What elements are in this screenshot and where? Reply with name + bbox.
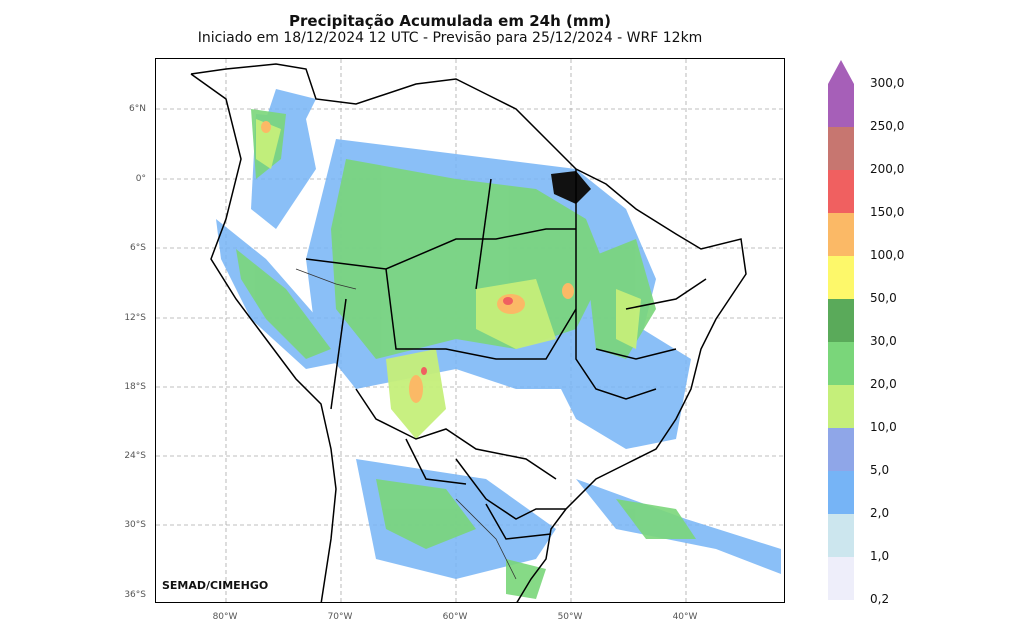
legend-label: 30,0	[870, 334, 897, 348]
legend-label: 10,0	[870, 420, 897, 434]
colorbar-legend	[828, 60, 854, 600]
map-subtitle: Iniciado em 18/12/2024 12 UTC - Previsão…	[197, 30, 703, 46]
legend-label: 5,0	[870, 463, 890, 477]
colorbar-segment	[828, 385, 854, 428]
legend-label: 1,0	[870, 549, 890, 563]
lat-tick-label: 24°S	[124, 451, 146, 461]
lon-tick-label: 70°W	[327, 612, 353, 622]
lat-tick-label: 6°S	[130, 243, 146, 253]
colorbar-segment	[828, 256, 854, 299]
lon-tick-label: 40°W	[672, 612, 698, 622]
legend-label: 50,0	[870, 291, 897, 305]
credit-label: SEMAD/CIMEHGO	[162, 579, 269, 592]
colorbar-segment	[828, 514, 854, 557]
colorbar-segment	[828, 127, 854, 170]
lat-tick-label: 30°S	[124, 520, 146, 530]
legend-label: 0,2	[870, 592, 890, 606]
lon-tick-label: 80°W	[212, 612, 238, 622]
colorbar-segment	[828, 299, 854, 342]
lat-tick-label: 6°N	[129, 104, 146, 114]
map-title: Precipitação Acumulada em 24h (mm)	[289, 12, 611, 30]
colorbar-segment	[828, 84, 854, 127]
lat-tick-label: 0°	[135, 174, 146, 184]
colorbar-segment	[828, 213, 854, 256]
legend-label: 250,0	[870, 119, 905, 133]
colorbar-segment	[828, 428, 854, 471]
legend-label: 100,0	[870, 248, 905, 262]
legend-label: 150,0	[870, 205, 905, 219]
precipitation-map	[155, 58, 785, 603]
lon-tick-label: 50°W	[557, 612, 583, 622]
lat-tick-label: 12°S	[124, 313, 146, 323]
lat-tick-label: 18°S	[124, 382, 146, 392]
lon-tick-label: 60°W	[442, 612, 468, 622]
south-america-map-icon	[156, 59, 784, 602]
lat-tick-label: 36°S	[124, 590, 146, 600]
colorbar-segment	[828, 342, 854, 385]
colorbar-segment	[828, 471, 854, 514]
legend-label: 300,0	[870, 76, 905, 90]
legend-label: 20,0	[870, 377, 897, 391]
colorbar-segment	[828, 557, 854, 600]
colorbar-segment	[828, 170, 854, 213]
legend-label: 200,0	[870, 162, 905, 176]
colorbar-arrow	[828, 60, 854, 84]
legend-label: 2,0	[870, 506, 890, 520]
